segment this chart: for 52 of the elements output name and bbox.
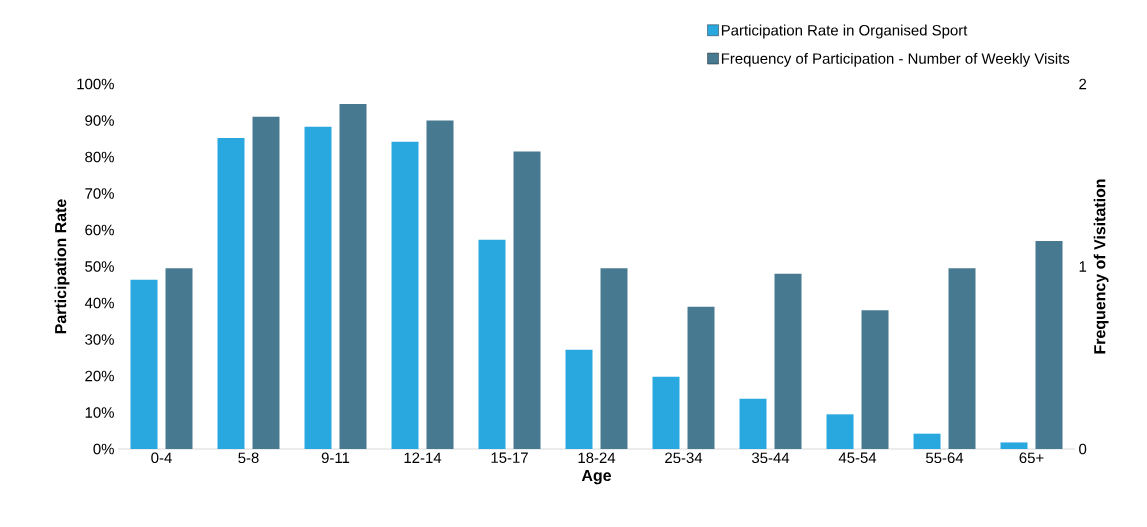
bar <box>478 239 506 449</box>
y2-axis-title: Frequency of Visitation <box>1093 179 1109 354</box>
bar <box>652 376 680 449</box>
bar <box>739 398 767 449</box>
legend-label: Participation Rate in Organised Sport <box>721 24 968 39</box>
y-tick-label: 100% <box>77 78 114 90</box>
bar <box>130 279 158 449</box>
y-axis-title: Participation Rate <box>54 199 70 334</box>
bar <box>565 349 593 449</box>
y2-tick-label: 0 <box>1079 443 1087 455</box>
y-tick-label: 60% <box>85 224 114 236</box>
bar <box>339 104 367 449</box>
x-tick-label: 35-44 <box>751 452 790 464</box>
bar <box>391 141 419 449</box>
bar <box>774 273 802 449</box>
y2-tick-label: 1 <box>1079 261 1087 272</box>
bar <box>217 138 245 449</box>
y-tick-label: 10% <box>85 407 114 418</box>
x-tick-label: 15-17 <box>491 452 528 463</box>
y2-tick-label: 2 <box>1079 78 1087 90</box>
x-tick-label: 25-34 <box>665 452 703 464</box>
legend-label: Frequency of Participation - Number of Weekly Visits <box>721 52 1070 67</box>
bar <box>948 268 976 449</box>
x-tick-label: 18-24 <box>578 452 616 464</box>
x-axis-title: Age <box>581 469 612 485</box>
x-tick-label: 65+ <box>1019 452 1044 464</box>
bar <box>1035 240 1063 449</box>
bar <box>1000 442 1028 449</box>
y-tick-label: 0% <box>93 443 114 455</box>
bar <box>687 306 715 449</box>
y-tick-label: 20% <box>85 370 114 382</box>
y-tick-label: 80% <box>85 151 114 163</box>
x-tick-label: 45-54 <box>838 452 877 463</box>
y-tick-label: 90% <box>85 115 114 126</box>
x-tick-label: 5-8 <box>238 452 259 464</box>
bar <box>826 414 854 449</box>
bar <box>252 116 280 449</box>
bar <box>861 310 889 449</box>
x-tick-label: 12-14 <box>404 452 442 463</box>
x-tick-label: 55-64 <box>925 452 964 464</box>
x-tick-label: 0-4 <box>151 452 172 464</box>
bar <box>426 120 454 449</box>
bar <box>600 268 628 449</box>
bar <box>304 126 332 449</box>
y-tick-label: 40% <box>84 297 114 309</box>
y-tick-label: 30% <box>85 334 114 345</box>
y-tick-label: 50% <box>85 261 114 272</box>
y-tick-label: 70% <box>85 188 114 199</box>
bar <box>165 268 193 449</box>
bar <box>513 151 541 449</box>
x-tick-label: 9-11 <box>321 452 350 464</box>
bar <box>913 433 941 449</box>
